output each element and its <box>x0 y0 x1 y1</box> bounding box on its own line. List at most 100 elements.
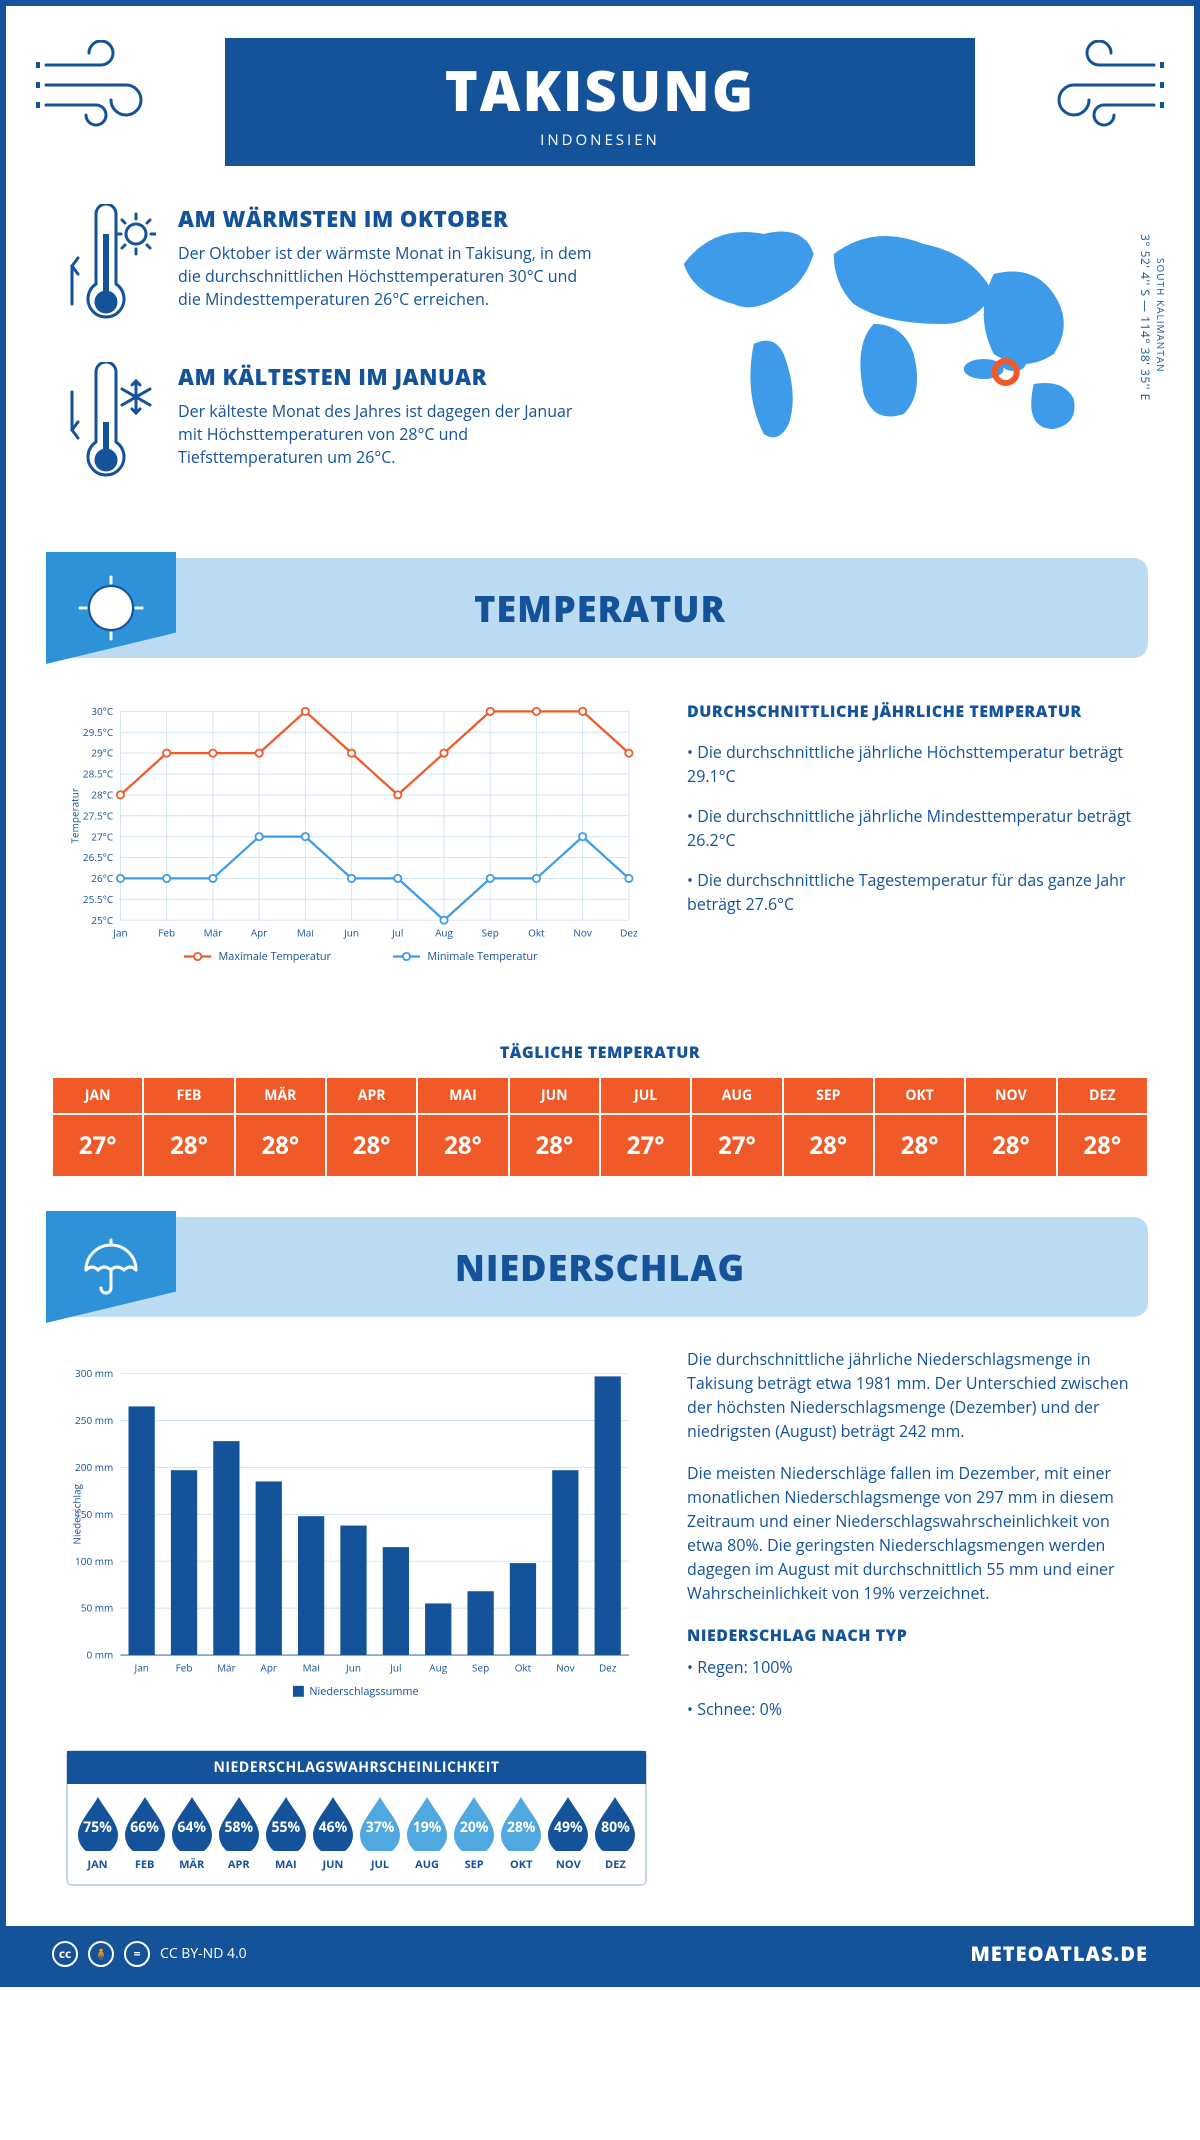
probability-month: FEB <box>123 1857 167 1872</box>
daily-head-cell: JUN <box>509 1077 600 1114</box>
probability-month: MAI <box>264 1857 308 1872</box>
temperature-line-chart: 25°C25.5°C26°C26.5°C27°C27.5°C28°C28.5°C… <box>66 688 647 998</box>
daily-value-cell: 28° <box>783 1114 874 1177</box>
probability-month: JAN <box>76 1857 120 1872</box>
precipitation-bar-chart: 0 mm50 mm100 mm150 mm200 mm250 mm300 mmN… <box>66 1347 647 1727</box>
temp-bullet: • Die durchschnittliche jährliche Mindes… <box>687 804 1134 852</box>
svg-text:Mai: Mai <box>297 926 314 940</box>
probability-month: MÄR <box>170 1857 214 1872</box>
probability-month: JUL <box>358 1857 402 1872</box>
precip-type-title: NIEDERSCHLAG NACH TYP <box>687 1623 1134 1647</box>
wind-icon <box>36 40 176 130</box>
license-text: CC BY-ND 4.0 <box>160 1944 247 1963</box>
precip-p1: Die durchschnittliche jährliche Niedersc… <box>687 1347 1134 1443</box>
daily-value-cell: 28° <box>874 1114 965 1177</box>
svg-text:Okt: Okt <box>515 1660 532 1674</box>
page-title: TAKISUNG <box>445 52 756 128</box>
probability-month: OKT <box>499 1857 543 1872</box>
coldest-text: Der kälteste Monat des Jahres ist dagege… <box>178 400 593 470</box>
probability-drop: 55% <box>264 1795 308 1851</box>
coldest-title: AM KÄLTESTEN IM JANUAR <box>178 362 593 392</box>
svg-text:200 mm: 200 mm <box>75 1460 113 1474</box>
svg-text:100 mm: 100 mm <box>75 1554 113 1568</box>
svg-text:Feb: Feb <box>176 1660 193 1674</box>
probability-month: NOV <box>546 1857 590 1872</box>
svg-text:25.5°C: 25.5°C <box>83 892 113 906</box>
svg-text:Feb: Feb <box>158 926 175 940</box>
probability-month: JUN <box>311 1857 355 1872</box>
svg-text:27°C: 27°C <box>91 829 113 843</box>
probability-drop: 20% <box>452 1795 496 1851</box>
daily-head-cell: AUG <box>691 1077 782 1114</box>
svg-text:Minimale Temperatur: Minimale Temperatur <box>427 949 538 964</box>
svg-text:Mär: Mär <box>204 926 223 940</box>
svg-text:Jun: Jun <box>343 926 359 940</box>
svg-text:300 mm: 300 mm <box>75 1366 113 1380</box>
svg-text:Dez: Dez <box>620 926 638 940</box>
daily-value-cell: 28° <box>965 1114 1056 1177</box>
svg-text:Nov: Nov <box>556 1660 575 1674</box>
daily-head-cell: NOV <box>965 1077 1056 1114</box>
svg-text:Okt: Okt <box>528 926 545 940</box>
daily-value-cell: 27° <box>600 1114 691 1177</box>
svg-text:Aug: Aug <box>435 926 453 940</box>
svg-text:Jan: Jan <box>112 926 127 940</box>
svg-text:Apr: Apr <box>261 1660 277 1674</box>
probability-drop: 58% <box>217 1795 261 1851</box>
daily-value-cell: 28° <box>326 1114 417 1177</box>
probability-drop: 75% <box>76 1795 120 1851</box>
daily-temp-title: TÄGLICHE TEMPERATUR <box>6 1041 1194 1063</box>
svg-text:26°C: 26°C <box>91 871 113 885</box>
svg-text:50 mm: 50 mm <box>81 1601 113 1615</box>
probability-drop: 19% <box>405 1795 449 1851</box>
daily-head-cell: OKT <box>874 1077 965 1114</box>
umbrella-icon <box>76 1232 146 1302</box>
probability-drop: 49% <box>546 1795 590 1851</box>
svg-text:Jul: Jul <box>391 926 403 940</box>
footer: cc 🧍 = CC BY-ND 4.0 METEOATLAS.DE <box>6 1926 1194 1981</box>
svg-text:Jul: Jul <box>389 1660 401 1674</box>
daily-head-cell: DEZ <box>1057 1077 1148 1114</box>
temp-bullet: • Die durchschnittliche Tagestemperatur … <box>687 868 1134 916</box>
probability-month: AUG <box>405 1857 449 1872</box>
svg-text:27.5°C: 27.5°C <box>83 808 113 822</box>
svg-text:Aug: Aug <box>429 1660 447 1674</box>
daily-value-cell: 28° <box>1057 1114 1148 1177</box>
svg-text:Jun: Jun <box>345 1660 361 1674</box>
svg-text:30°C: 30°C <box>91 704 113 718</box>
probability-drop: 28% <box>499 1795 543 1851</box>
svg-text:29.5°C: 29.5°C <box>83 725 113 739</box>
svg-text:Niederschlag: Niederschlag <box>70 1483 84 1544</box>
daily-head-cell: SEP <box>783 1077 874 1114</box>
svg-text:28.5°C: 28.5°C <box>83 767 113 781</box>
daily-head-cell: APR <box>326 1077 417 1114</box>
precip-type-bullet: • Schnee: 0% <box>687 1697 1134 1721</box>
temperature-banner: TEMPERATUR <box>52 558 1148 658</box>
daily-head-cell: MÄR <box>235 1077 326 1114</box>
warmest-block: AM WÄRMSTEN IM OKTOBER Der Oktober ist d… <box>66 204 593 334</box>
header: TAKISUNG INDONESIEN <box>6 6 1194 194</box>
world-map-icon <box>633 204 1134 474</box>
daily-value-cell: 28° <box>143 1114 234 1177</box>
daily-value-cell: 28° <box>417 1114 508 1177</box>
svg-text:Nov: Nov <box>573 926 592 940</box>
probability-drop: 80% <box>593 1795 637 1851</box>
svg-text:25°C: 25°C <box>91 913 113 927</box>
cc-icon: cc <box>52 1941 78 1967</box>
svg-text:Sep: Sep <box>472 1660 489 1674</box>
precip-title: NIEDERSCHLAG <box>455 1243 745 1292</box>
coordinates: SOUTH KALIMANTAN 3° 52' 4'' S — 114° 38'… <box>1137 234 1168 401</box>
svg-text:Apr: Apr <box>251 926 267 940</box>
temp-bullet: • Die durchschnittliche jährliche Höchst… <box>687 740 1134 788</box>
thermometer-cold-icon <box>66 362 156 492</box>
wind-icon <box>1024 40 1164 130</box>
site-name: METEOATLAS.DE <box>970 1940 1148 1967</box>
svg-text:250 mm: 250 mm <box>75 1413 113 1427</box>
svg-text:26.5°C: 26.5°C <box>83 850 113 864</box>
daily-head-cell: FEB <box>143 1077 234 1114</box>
daily-value-cell: 27° <box>52 1114 143 1177</box>
page-subtitle: INDONESIEN <box>445 130 756 150</box>
svg-text:0 mm: 0 mm <box>86 1648 113 1662</box>
thermometer-hot-icon <box>66 204 156 334</box>
daily-value-cell: 28° <box>509 1114 600 1177</box>
